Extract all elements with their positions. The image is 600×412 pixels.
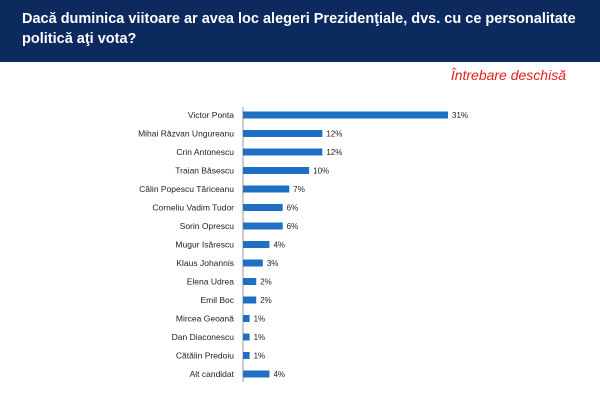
- data-label: 2%: [260, 296, 272, 305]
- category-label: Traian Băsescu: [175, 166, 234, 176]
- category-label: Victor Ponta: [188, 110, 234, 120]
- category-label: Cătălin Predoiu: [176, 351, 234, 361]
- bar: [243, 148, 323, 156]
- bar: [243, 333, 250, 341]
- page-title: Dacă duminica viitoare ar avea loc alege…: [22, 11, 576, 47]
- bar: [243, 352, 250, 359]
- bar: [243, 278, 257, 285]
- category-label: Alt candidat: [190, 369, 235, 379]
- header-bar: Dacă duminica viitoare ar avea loc alege…: [0, 0, 600, 62]
- category-label: Mugur Isărescu: [175, 240, 234, 250]
- category-label: Corneliu Vadim Tudor: [152, 203, 234, 213]
- bar: [243, 204, 283, 211]
- bar: [243, 370, 270, 378]
- data-label: 4%: [273, 241, 285, 250]
- data-label: 2%: [260, 278, 272, 287]
- category-label: Dan Diaconescu: [172, 332, 235, 342]
- category-label: Elena Udrea: [187, 277, 235, 287]
- bar: [243, 185, 290, 193]
- bar: [243, 259, 263, 267]
- category-label: Crin Antonescu: [176, 147, 234, 157]
- category-label: Călin Popescu Tăriceanu: [139, 184, 234, 194]
- category-label: Emil Boc: [200, 295, 234, 305]
- category-label: Mircea Geoană: [176, 314, 234, 324]
- bar: [243, 222, 283, 230]
- bar: [243, 315, 250, 322]
- data-label: 1%: [254, 315, 266, 324]
- data-label: 12%: [326, 148, 342, 157]
- data-label: 1%: [254, 352, 266, 361]
- data-label: 31%: [452, 111, 468, 120]
- data-label: 12%: [326, 130, 342, 139]
- bar: [243, 241, 270, 248]
- question-type-label: Întrebare deschisă: [450, 67, 566, 83]
- data-label: 7%: [293, 185, 305, 194]
- category-label: Sorin Oprescu: [180, 221, 235, 231]
- data-label: 1%: [254, 333, 266, 342]
- bar: [243, 167, 310, 174]
- category-label: Mihai Răzvan Ungureanu: [138, 129, 234, 139]
- data-label: 4%: [273, 370, 285, 379]
- data-label: 10%: [313, 167, 329, 176]
- bar: [243, 130, 323, 137]
- data-label: 6%: [287, 222, 299, 231]
- category-label: Klaus Johannis: [176, 258, 234, 268]
- bar: [243, 296, 257, 304]
- bar: [243, 111, 448, 119]
- data-label: 6%: [287, 204, 299, 213]
- data-label: 3%: [267, 259, 279, 268]
